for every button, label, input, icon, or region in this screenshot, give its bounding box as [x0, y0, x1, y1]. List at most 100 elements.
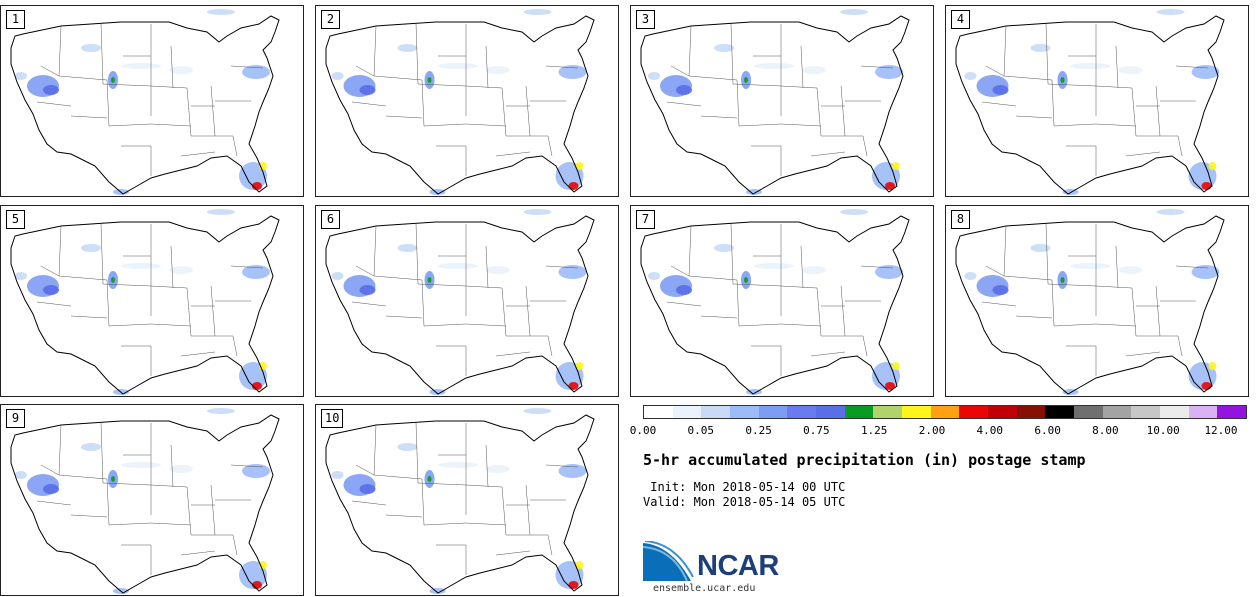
precip-area: [427, 77, 432, 83]
state-border: [150, 285, 188, 289]
precip-area: [437, 63, 478, 69]
state-border: [860, 65, 894, 69]
precip-area: [1208, 162, 1217, 170]
precip-area: [992, 285, 1009, 295]
precip-area: [1070, 63, 1111, 69]
precip-area: [43, 484, 59, 494]
panel-label: 6: [321, 210, 340, 229]
state-border: [985, 265, 1005, 277]
precip-area: [207, 9, 235, 15]
state-border: [688, 225, 692, 277]
precip-area: [1118, 66, 1143, 74]
state-border: [1015, 115, 1053, 119]
precip-area: [437, 462, 478, 468]
precip-area: [1118, 266, 1143, 274]
state-border: [373, 75, 423, 81]
precip-area: [744, 77, 748, 83]
state-border: [1047, 283, 1097, 287]
state-border: [373, 474, 423, 480]
precip-area: [840, 9, 868, 15]
state-border: [495, 151, 531, 157]
state-border: [210, 484, 216, 536]
state-border: [1051, 79, 1055, 127]
state-border: [545, 464, 579, 468]
state-border: [732, 283, 782, 287]
state-border: [688, 25, 692, 77]
state-border: [58, 275, 108, 281]
state-border: [495, 550, 531, 556]
precip-area: [523, 209, 552, 215]
state-border: [150, 484, 188, 488]
precip-area: [714, 44, 734, 52]
precip-area: [359, 85, 376, 95]
precip-area: [1070, 263, 1111, 269]
state-border: [106, 279, 110, 327]
state-border: [170, 444, 174, 488]
coastline: [955, 215, 1225, 395]
state-border: [58, 474, 108, 480]
state-border: [180, 351, 216, 357]
colorbar-labels: 0.00 0.05 0.25 0.75 1.25 2.00 4.00 6.00 8.00 10.0…: [629, 424, 1249, 440]
precip-area: [558, 65, 587, 79]
state-border: [100, 422, 104, 484]
colorbar-swatch: [1016, 406, 1046, 418]
colorbar-swatch: [1160, 406, 1189, 418]
precip-area: [15, 72, 27, 80]
precip-area: [714, 244, 734, 252]
init-time: Init: Mon 2018-05-14 00 UTC: [643, 480, 846, 494]
state-border: [1003, 75, 1053, 81]
precip-area: [121, 462, 161, 468]
state-border: [40, 65, 60, 77]
state-border: [36, 101, 72, 107]
precip-area: [1030, 44, 1051, 52]
state-border: [180, 550, 216, 556]
map-panel: 6: [315, 205, 619, 397]
precip-area: [15, 272, 27, 280]
state-border: [108, 522, 152, 526]
state-border: [417, 283, 467, 287]
state-border: [385, 315, 423, 319]
panel-label: 5: [6, 210, 25, 229]
precip-area: [1030, 244, 1051, 252]
state-border: [232, 135, 238, 157]
state-border: [1095, 285, 1133, 289]
state-border: [40, 464, 60, 476]
state-border: [373, 225, 377, 277]
precip-area: [43, 285, 59, 295]
colorbar-swatch: [873, 406, 903, 418]
state-border: [385, 115, 423, 119]
chart-title: 5-hr accumulated precipitation (in) post…: [643, 451, 1086, 469]
state-border: [415, 223, 419, 285]
map-panel: 8: [945, 205, 1249, 397]
colorbar-swatch: [902, 406, 931, 418]
state-border: [738, 123, 782, 127]
state-border: [36, 301, 72, 307]
state-border: [351, 101, 387, 107]
precip-area: [840, 209, 868, 215]
state-border: [70, 514, 108, 518]
precip-area: [359, 484, 376, 494]
colorbar-tick-label: 0.05: [687, 424, 715, 437]
precip-area: [397, 44, 418, 52]
precip-area: [568, 581, 579, 589]
colorbar-swatch: [1074, 406, 1103, 418]
precip-area: [676, 85, 692, 95]
precip-area: [802, 266, 826, 274]
panel-label: 3: [636, 10, 655, 29]
state-border: [985, 65, 1005, 77]
state-border: [730, 223, 734, 285]
state-border: [700, 115, 738, 119]
panel-label: 9: [6, 409, 25, 428]
colorbar-tick-label: 4.00: [976, 424, 1004, 437]
coastline: [640, 15, 910, 195]
precip-area: [892, 162, 900, 170]
state-border: [840, 285, 846, 337]
colorbar-swatch: [1217, 406, 1247, 418]
state-border: [1125, 351, 1161, 357]
state-border: [210, 285, 216, 337]
state-border: [860, 265, 894, 269]
state-border: [230, 65, 264, 69]
panel-label: 2: [321, 10, 340, 29]
state-border: [1131, 287, 1137, 337]
state-border: [1095, 323, 1137, 327]
